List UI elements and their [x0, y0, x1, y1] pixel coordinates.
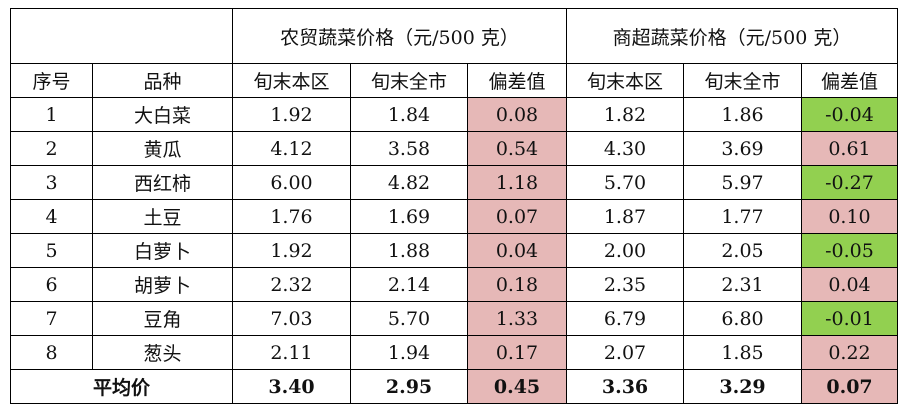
shangchao-diff: 0.22 — [801, 335, 898, 370]
shangchao-district-price: 1.87 — [566, 199, 684, 234]
average-shangchao-city-price: 3.29 — [683, 369, 802, 404]
nongmao-city-price: 3.58 — [350, 131, 468, 166]
header-nongmao-city: 旬末全市 — [350, 63, 468, 98]
header-row-groups: 农贸蔬菜价格（元/500 克） 商超蔬菜价格（元/500 克） — [10, 8, 898, 64]
average-row: 平均价 3.40 2.95 0.45 3.36 3.29 0.07 — [10, 369, 898, 404]
row-index: 3 — [10, 165, 93, 200]
header-shangchao-diff: 偏差值 — [801, 63, 898, 98]
header-shangchao-city: 旬末全市 — [683, 63, 802, 98]
nongmao-diff: 0.08 — [467, 97, 567, 132]
table-row: 4 土豆 1.76 1.69 0.07 1.87 1.77 0.10 — [10, 199, 898, 234]
shangchao-district-price: 2.35 — [566, 267, 684, 302]
shangchao-diff: -0.04 — [801, 97, 898, 132]
header-nongmao-group: 农贸蔬菜价格（元/500 克） — [232, 8, 567, 64]
nongmao-district-price: 7.03 — [232, 301, 351, 336]
table-row: 7 豆角 7.03 5.70 1.33 6.79 6.80 -0.01 — [10, 301, 898, 336]
average-nongmao-district-price: 3.40 — [232, 369, 351, 404]
shangchao-city-price: 5.97 — [683, 165, 802, 200]
vegetable-price-table: 农贸蔬菜价格（元/500 克） 商超蔬菜价格（元/500 克） 序号 品种 旬末… — [10, 8, 898, 404]
table-row: 8 葱头 2.11 1.94 0.17 2.07 1.85 0.22 — [10, 335, 898, 370]
average-shangchao-diff: 0.07 — [801, 369, 898, 404]
nongmao-city-price: 5.70 — [350, 301, 468, 336]
shangchao-district-price: 6.79 — [566, 301, 684, 336]
shangchao-district-price: 4.30 — [566, 131, 684, 166]
shangchao-city-price: 1.86 — [683, 97, 802, 132]
header-shangchao-group: 商超蔬菜价格（元/500 克） — [566, 8, 898, 64]
row-variety: 豆角 — [92, 301, 233, 336]
shangchao-district-price: 2.00 — [566, 233, 684, 268]
shangchao-diff: 0.10 — [801, 199, 898, 234]
nongmao-district-price: 2.32 — [232, 267, 351, 302]
row-index: 5 — [10, 233, 93, 268]
average-nongmao-city-price: 2.95 — [350, 369, 468, 404]
row-index: 4 — [10, 199, 93, 234]
table-row: 1 大白菜 1.92 1.84 0.08 1.82 1.86 -0.04 — [10, 97, 898, 132]
header-nongmao-district: 旬末本区 — [232, 63, 351, 98]
row-variety: 白萝卜 — [92, 233, 233, 268]
average-shangchao-district-price: 3.36 — [566, 369, 684, 404]
shangchao-city-price: 1.77 — [683, 199, 802, 234]
average-nongmao-diff: 0.45 — [467, 369, 567, 404]
shangchao-diff: -0.01 — [801, 301, 898, 336]
average-label: 平均价 — [10, 369, 233, 404]
shangchao-district-price: 1.82 — [566, 97, 684, 132]
row-variety: 大白菜 — [92, 97, 233, 132]
header-nongmao-diff: 偏差值 — [467, 63, 567, 98]
nongmao-diff: 0.17 — [467, 335, 567, 370]
nongmao-diff: 1.33 — [467, 301, 567, 336]
header-row-columns: 序号 品种 旬末本区 旬末全市 偏差值 旬末本区 旬末全市 偏差值 — [10, 63, 898, 98]
nongmao-district-price: 2.11 — [232, 335, 351, 370]
row-index: 6 — [10, 267, 93, 302]
table-row: 6 胡萝卜 2.32 2.14 0.18 2.35 2.31 0.04 — [10, 267, 898, 302]
shangchao-district-price: 2.07 — [566, 335, 684, 370]
nongmao-city-price: 1.84 — [350, 97, 468, 132]
row-variety: 葱头 — [92, 335, 233, 370]
nongmao-city-price: 1.94 — [350, 335, 468, 370]
shangchao-city-price: 3.69 — [683, 131, 802, 166]
nongmao-city-price: 4.82 — [350, 165, 468, 200]
row-index: 7 — [10, 301, 93, 336]
shangchao-diff: -0.05 — [801, 233, 898, 268]
row-index: 1 — [10, 97, 93, 132]
row-variety: 胡萝卜 — [92, 267, 233, 302]
shangchao-district-price: 5.70 — [566, 165, 684, 200]
nongmao-diff: 0.54 — [467, 131, 567, 166]
nongmao-diff: 0.18 — [467, 267, 567, 302]
table-row: 3 西红柿 6.00 4.82 1.18 5.70 5.97 -0.27 — [10, 165, 898, 200]
shangchao-diff: -0.27 — [801, 165, 898, 200]
shangchao-city-price: 2.05 — [683, 233, 802, 268]
nongmao-city-price: 1.88 — [350, 233, 468, 268]
nongmao-district-price: 1.92 — [232, 97, 351, 132]
shangchao-diff: 0.04 — [801, 267, 898, 302]
nongmao-diff: 0.07 — [467, 199, 567, 234]
table-row: 5 白萝卜 1.92 1.88 0.04 2.00 2.05 -0.05 — [10, 233, 898, 268]
header-shangchao-district: 旬末本区 — [566, 63, 684, 98]
header-variety: 品种 — [92, 63, 233, 98]
shangchao-city-price: 6.80 — [683, 301, 802, 336]
nongmao-city-price: 2.14 — [350, 267, 468, 302]
header-blank-cell — [10, 8, 233, 64]
table-row: 2 黄瓜 4.12 3.58 0.54 4.30 3.69 0.61 — [10, 131, 898, 166]
header-index: 序号 — [10, 63, 93, 98]
nongmao-district-price: 4.12 — [232, 131, 351, 166]
row-variety: 西红柿 — [92, 165, 233, 200]
shangchao-diff: 0.61 — [801, 131, 898, 166]
nongmao-diff: 1.18 — [467, 165, 567, 200]
row-variety: 土豆 — [92, 199, 233, 234]
row-index: 8 — [10, 335, 93, 370]
row-variety: 黄瓜 — [92, 131, 233, 166]
nongmao-district-price: 6.00 — [232, 165, 351, 200]
nongmao-district-price: 1.76 — [232, 199, 351, 234]
shangchao-city-price: 1.85 — [683, 335, 802, 370]
row-index: 2 — [10, 131, 93, 166]
nongmao-diff: 0.04 — [467, 233, 567, 268]
shangchao-city-price: 2.31 — [683, 267, 802, 302]
nongmao-city-price: 1.69 — [350, 199, 468, 234]
nongmao-district-price: 1.92 — [232, 233, 351, 268]
